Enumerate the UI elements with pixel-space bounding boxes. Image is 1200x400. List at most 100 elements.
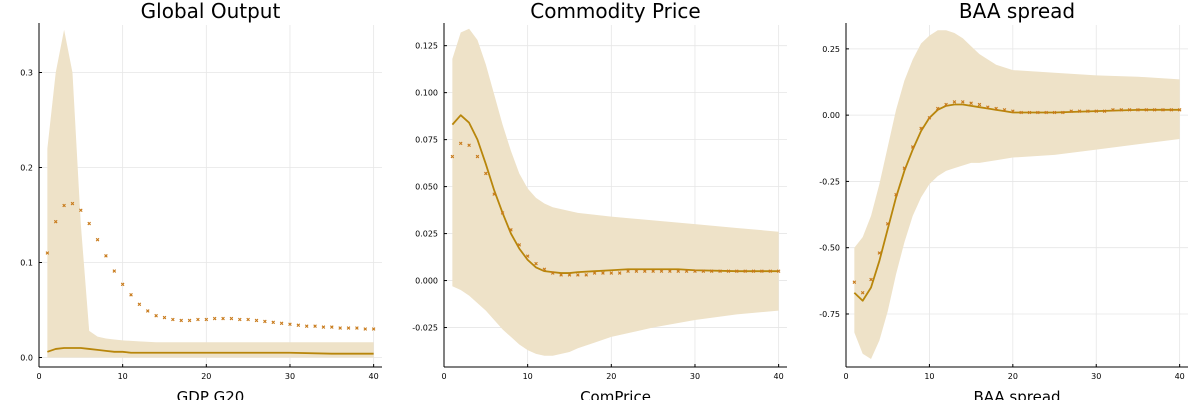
point-estimate-marker — [104, 254, 108, 258]
point-estimate-marker — [735, 269, 739, 273]
median-line — [47, 347, 374, 355]
panel-title: BAA spread — [959, 0, 1075, 23]
median-line — [451, 114, 779, 274]
y-tick-label: -0.025 — [412, 324, 438, 333]
point-estimate-marker — [1061, 110, 1065, 115]
point-estimate-marker — [313, 324, 317, 328]
point-estimate-marker — [330, 325, 334, 329]
x-tick-label: 20 — [606, 372, 616, 381]
point-estimate-marker — [1002, 108, 1007, 112]
point-estimate-marker — [768, 269, 773, 273]
y-tick-label: 0.075 — [415, 136, 438, 145]
point-estimate-marker — [70, 201, 75, 206]
point-estimate-marker — [1019, 110, 1023, 115]
point-estimate-marker — [371, 327, 376, 331]
point-estimate-marker — [346, 326, 351, 330]
point-estimate-marker — [743, 269, 747, 273]
x-tick-label: 30 — [285, 372, 295, 381]
y-tick-label: -0.75 — [819, 310, 840, 319]
point-estimate-marker — [1119, 108, 1124, 112]
x-tick-label: 40 — [774, 372, 784, 381]
point-estimate-marker — [1027, 110, 1032, 115]
x-tick-label: 20 — [1008, 372, 1018, 381]
point-estimate-marker — [355, 326, 359, 330]
point-estimate-marker — [484, 171, 488, 176]
x-tick-label: 10 — [118, 372, 128, 381]
point-estimate-marker — [709, 269, 714, 273]
x-tick-label: 30 — [1091, 372, 1101, 381]
point-estimate-marker — [1111, 108, 1115, 112]
point-estimate-marker — [902, 166, 907, 170]
point-estimate-marker — [1102, 109, 1107, 113]
confidence-band — [854, 30, 1180, 360]
x-tick-label: 40 — [369, 372, 379, 381]
point-estimate-marker — [776, 269, 781, 273]
point-estimate-marker — [517, 243, 522, 247]
panel-title: Commodity Price — [530, 0, 700, 23]
y-tick-label: 0.1 — [20, 259, 33, 268]
point-estimate-marker — [550, 271, 555, 275]
x-tick-label: 10 — [523, 372, 533, 381]
y-tick-label: 0.25 — [822, 45, 840, 54]
x-axis-label: GDP G20 — [177, 388, 245, 400]
point-estimate-marker — [79, 208, 83, 213]
point-estimate-marker — [458, 141, 463, 146]
point-estimate-marker — [894, 192, 898, 197]
x-tick-label: 40 — [1175, 372, 1185, 381]
point-estimate-marker — [112, 269, 117, 273]
y-tick-label: 0.100 — [415, 89, 438, 98]
point-estimate-marker — [187, 318, 192, 323]
point-estimate-marker — [145, 309, 150, 313]
point-estimate-marker — [927, 116, 932, 120]
point-estimate-marker — [509, 228, 513, 232]
point-estimate-marker — [718, 269, 722, 273]
point-estimate-marker — [1052, 110, 1057, 115]
confidence-band — [47, 29, 374, 358]
point-estimate-marker — [475, 154, 480, 159]
point-estimate-marker — [969, 101, 973, 105]
point-estimate-marker — [246, 317, 250, 322]
point-estimate-marker — [279, 321, 284, 326]
point-estimate-marker — [726, 269, 731, 273]
point-estimate-marker — [62, 203, 66, 208]
point-estimate-marker — [919, 126, 923, 131]
point-estimate-marker — [263, 319, 267, 324]
point-estimate-marker — [986, 105, 990, 109]
point-estimate-marker — [288, 322, 292, 327]
point-estimate-marker — [363, 327, 368, 331]
point-estimate-marker — [1077, 109, 1082, 113]
x-tick-label: 0 — [843, 372, 848, 381]
point-estimate-marker — [592, 271, 597, 275]
point-estimate-marker — [542, 267, 547, 272]
point-estimate-marker — [952, 100, 957, 104]
point-estimate-marker — [852, 280, 857, 284]
point-estimate-marker — [634, 269, 639, 273]
point-estimate-marker — [212, 316, 217, 321]
point-estimate-marker — [162, 315, 167, 320]
point-estimate-marker — [500, 211, 505, 215]
point-estimate-marker — [1069, 109, 1074, 113]
point-estimate-marker — [626, 269, 630, 273]
panel-baa-spread: 0 10 20 30 40 -0.75 -0.50 -0.25 0.00 0.25 BAA spre… — [819, 0, 1188, 400]
y-tick-label: 0.125 — [415, 42, 438, 51]
y-tick-label: 0.0 — [20, 354, 33, 363]
point-estimate-marker — [137, 302, 142, 307]
point-estimate-marker — [467, 143, 471, 148]
point-estimate-marker — [237, 317, 242, 322]
point-estimate-marker — [994, 106, 998, 111]
point-estimate-marker — [609, 271, 614, 275]
point-estimate-marker — [1152, 108, 1157, 112]
point-estimate-marker — [676, 269, 681, 273]
point-estimate-marker — [271, 320, 276, 325]
point-estimate-marker — [668, 269, 672, 273]
point-estimate-marker — [321, 325, 326, 329]
point-estimate-marker — [1144, 108, 1149, 112]
point-estimate-marker — [87, 221, 91, 226]
y-tick-label: 0.3 — [20, 69, 33, 78]
point-estimate-marker — [204, 317, 209, 322]
y-tick-label: 0.000 — [415, 277, 438, 286]
point-estimate-marker — [576, 273, 580, 277]
point-estimate-marker — [584, 273, 589, 277]
point-estimate-marker — [1136, 108, 1140, 112]
point-estimate-marker — [254, 318, 259, 323]
